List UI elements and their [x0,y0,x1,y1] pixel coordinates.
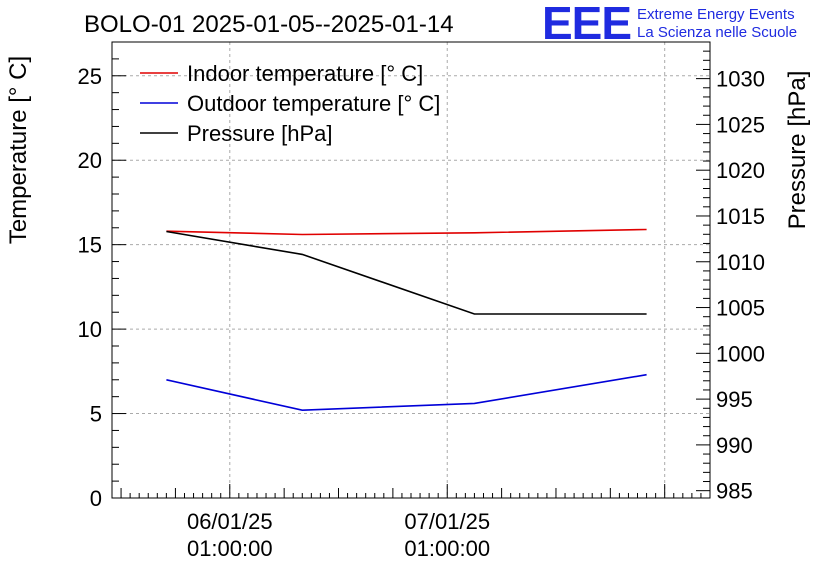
y2-tick-label: 1005 [716,296,765,321]
legend-label: Pressure [hPa] [187,121,333,146]
y-tick-label: 15 [78,233,102,258]
series-lines [166,228,647,412]
axes: 06/01/2501:00:0007/01/2501:00:0005101520… [78,50,765,561]
legend-label: Indoor temperature [° C] [187,61,423,86]
y2-axis-label: Pressure [hPa] [784,71,811,230]
series-line [166,228,647,236]
y-tick-label: 25 [78,64,102,89]
grid-lines [112,42,710,498]
x-tick-label: 01:00:00 [187,536,273,561]
x-tick-label: 06/01/25 [187,509,273,534]
legend-label: Outdoor temperature [° C] [187,91,440,116]
y2-tick-label: 990 [716,433,753,458]
y-tick-label: 20 [78,148,102,173]
eee-logo-mark: EEE [542,0,632,49]
y2-tick-label: 995 [716,387,753,412]
y2-tick-label: 1000 [716,341,765,366]
eee-logo-line1: Extreme Energy Events [637,6,795,23]
x-tick-label: 01:00:00 [404,536,490,561]
x-tick-label: 07/01/25 [404,509,490,534]
y-axis-label: Temperature [° C] [5,56,32,244]
y-tick-label: 10 [78,317,102,342]
series-line [166,373,647,412]
chart-title: BOLO-01 2025-01-05--2025-01-14 [84,11,454,38]
legend: Indoor temperature [° C] Outdoor temperat… [140,61,440,146]
y2-tick-label: 1015 [716,204,765,229]
y2-tick-label: 985 [716,479,753,504]
y-tick-label: 5 [90,402,102,427]
eee-logo-line2: La Scienza nelle Scuole [637,24,798,41]
y-tick-label: 0 [90,486,102,511]
y2-tick-label: 1030 [716,67,765,92]
y2-tick-label: 1020 [716,158,765,183]
series-line [166,230,647,315]
y2-tick-label: 1010 [716,250,765,275]
y2-tick-label: 1025 [716,112,765,137]
